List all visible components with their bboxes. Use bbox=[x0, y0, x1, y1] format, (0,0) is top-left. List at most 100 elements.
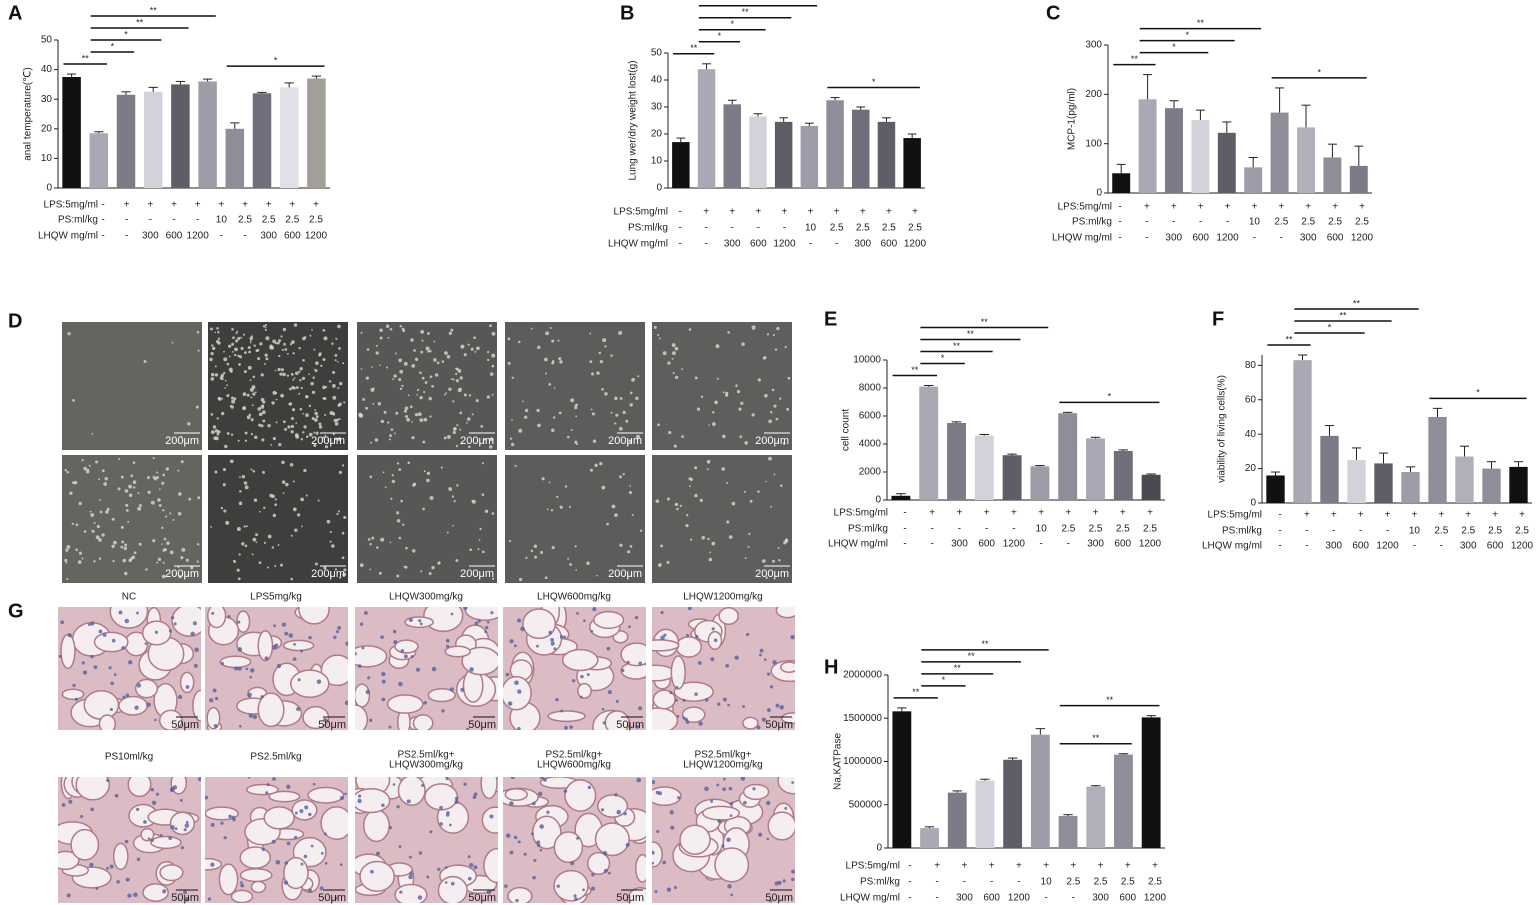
tissue bbox=[58, 777, 201, 903]
cell-dot bbox=[64, 469, 67, 472]
treatment-cell: 600 bbox=[1114, 539, 1131, 550]
cell-dot bbox=[244, 431, 248, 435]
nucleus bbox=[179, 798, 183, 802]
cell-dot bbox=[699, 498, 703, 502]
nucleus bbox=[74, 697, 78, 702]
treatment-cell: 2.5 bbox=[1434, 526, 1448, 537]
treatment-cell: - bbox=[1332, 526, 1335, 537]
nucleus bbox=[274, 643, 279, 648]
cell-dot bbox=[510, 442, 515, 447]
alveolus bbox=[355, 645, 388, 668]
treatment-cell: - bbox=[1039, 539, 1042, 550]
bar bbox=[1058, 815, 1078, 848]
treatment-cell: - bbox=[757, 223, 760, 234]
cell-dot bbox=[271, 546, 274, 549]
nucleus bbox=[228, 814, 232, 818]
cell-dot bbox=[428, 349, 432, 353]
micrograph-bg bbox=[62, 455, 202, 583]
cell-dot bbox=[299, 367, 303, 371]
nucleus bbox=[722, 787, 726, 792]
cell-dot bbox=[308, 432, 313, 437]
cell-dot bbox=[66, 471, 70, 474]
cell-dot bbox=[99, 498, 101, 501]
nucleus bbox=[625, 842, 630, 847]
cell-dot bbox=[380, 419, 385, 424]
bar bbox=[1138, 99, 1157, 193]
cell-dot bbox=[90, 513, 95, 517]
cell-dot bbox=[221, 397, 223, 400]
cell-dot bbox=[575, 569, 578, 572]
cell-dot bbox=[776, 326, 780, 331]
treatment-cell: + bbox=[782, 207, 788, 218]
bar bbox=[800, 125, 819, 188]
nucleus bbox=[725, 663, 730, 668]
nucleus bbox=[339, 863, 343, 867]
cell-dot bbox=[280, 563, 283, 567]
treatment-cell: - bbox=[172, 215, 175, 226]
treatment-cell: - bbox=[125, 231, 128, 242]
cell-dot bbox=[282, 420, 286, 424]
nucleus bbox=[445, 638, 450, 643]
cell-dot bbox=[238, 363, 241, 366]
cell-dot bbox=[452, 430, 456, 435]
cell-dot bbox=[550, 509, 554, 512]
treatment-cell: + bbox=[957, 508, 963, 519]
nucleus bbox=[408, 618, 413, 622]
nucleus bbox=[173, 622, 177, 626]
nucleus bbox=[582, 888, 585, 892]
significance-label: ** bbox=[754, 0, 762, 5]
nucleus bbox=[590, 629, 594, 633]
micrograph: 200μm bbox=[62, 322, 202, 450]
nucleus bbox=[669, 691, 673, 695]
scale-bar-label: 50μm bbox=[765, 892, 793, 904]
scale-bar-label: 200μm bbox=[460, 568, 494, 580]
cell-dot bbox=[389, 541, 392, 544]
cell-dot bbox=[290, 577, 294, 581]
cell-dot bbox=[272, 513, 277, 518]
cell-dot bbox=[237, 577, 241, 581]
cell-dot bbox=[244, 351, 247, 355]
cell-dot bbox=[700, 395, 704, 398]
cell-dot bbox=[407, 394, 410, 397]
treatment-cell: + bbox=[195, 200, 201, 211]
nucleus bbox=[370, 869, 374, 874]
cell-dot bbox=[379, 328, 383, 332]
cell-dot bbox=[251, 553, 254, 556]
alveolus bbox=[127, 777, 152, 798]
nucleus bbox=[344, 792, 347, 796]
treatment-cell: 600 bbox=[1487, 541, 1504, 552]
nucleus bbox=[184, 896, 190, 902]
treatment-cell: + bbox=[1332, 202, 1338, 213]
cell-dot bbox=[243, 525, 246, 528]
y-tick-label: 500000 bbox=[849, 799, 883, 810]
alveolus bbox=[777, 777, 795, 795]
treatment-cell: + bbox=[1011, 508, 1017, 519]
y-axis-label: anal temperature(℃) bbox=[23, 67, 34, 161]
bar bbox=[1482, 468, 1501, 503]
significance-label: ** bbox=[1106, 695, 1114, 705]
significance-label: ** bbox=[1339, 310, 1347, 320]
cell-dot bbox=[548, 481, 551, 484]
cell-dot bbox=[414, 412, 419, 417]
treatment-name: PS:ml/kg bbox=[58, 215, 98, 226]
alveolus bbox=[504, 787, 528, 801]
nucleus bbox=[82, 670, 88, 675]
cell-dot bbox=[396, 519, 401, 523]
significance-label: ** bbox=[954, 663, 962, 673]
cell-dot bbox=[197, 496, 201, 500]
alveolus bbox=[355, 787, 391, 814]
alveolus bbox=[150, 835, 182, 850]
treatment-cell: + bbox=[1305, 202, 1311, 213]
treatment-cell: + bbox=[729, 207, 735, 218]
cell-dot bbox=[596, 371, 600, 375]
nucleus bbox=[727, 884, 732, 889]
nucleus bbox=[473, 865, 478, 870]
cell-dot bbox=[249, 341, 252, 344]
cell-dot bbox=[253, 435, 258, 440]
cell-dot bbox=[281, 480, 286, 484]
cell-dot bbox=[398, 377, 402, 382]
cell-dot bbox=[66, 545, 71, 549]
nucleus bbox=[539, 848, 543, 852]
bar bbox=[1323, 157, 1342, 193]
nucleus bbox=[752, 787, 756, 791]
